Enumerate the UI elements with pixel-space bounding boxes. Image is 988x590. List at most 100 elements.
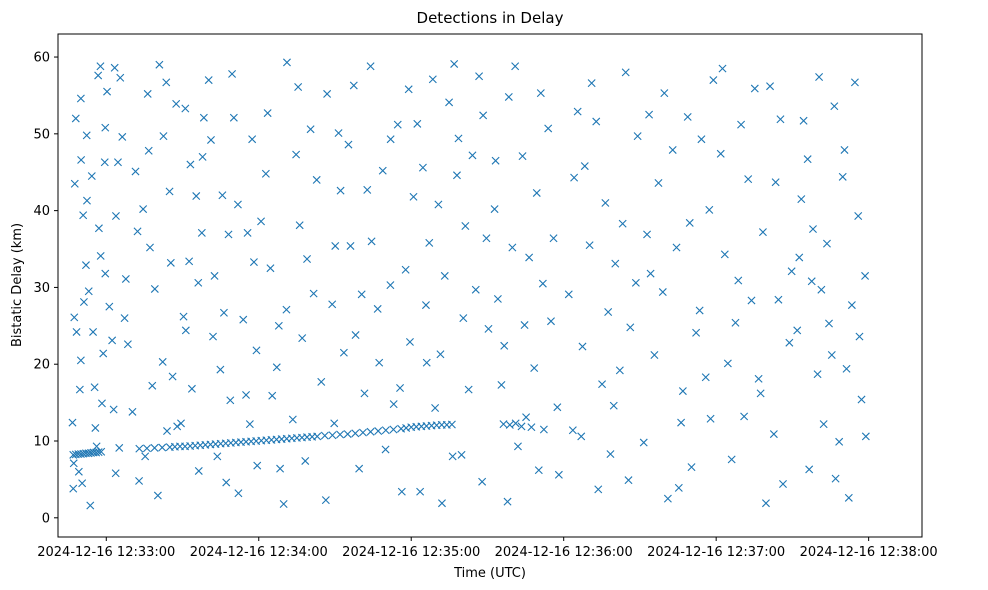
clutter-point [668, 145, 677, 154]
clutter-point [357, 290, 366, 299]
clutter-point [650, 351, 659, 359]
clutter-point [194, 278, 203, 287]
y-tick-label: 0 [42, 511, 50, 526]
clutter-point [658, 288, 667, 297]
clutter-point [72, 327, 81, 336]
clutter-point [532, 188, 541, 197]
clutter-point [69, 484, 78, 493]
clutter-point [861, 432, 870, 441]
clutter-point [525, 253, 534, 262]
clutter-point [618, 219, 627, 228]
clutter-point [530, 364, 539, 373]
track-point [336, 430, 345, 439]
clutter-point [461, 221, 470, 230]
clutter-point [111, 212, 120, 220]
clutter-point [78, 479, 87, 488]
clutter-point [389, 400, 398, 409]
clutter-point [577, 432, 586, 441]
clutter-point [373, 304, 382, 313]
clutter-point [75, 385, 84, 394]
clutter-point [81, 261, 90, 270]
clutter-point [375, 358, 384, 367]
clutter-point [499, 420, 508, 429]
clutter-point [331, 241, 340, 250]
clutter-point [706, 414, 715, 423]
clutter-point [153, 491, 162, 500]
clutter-point [793, 326, 802, 335]
clutter-point [534, 466, 543, 475]
track-point [366, 427, 375, 436]
track-point [447, 420, 456, 429]
clutter-point [355, 464, 364, 473]
clutter-point [842, 364, 851, 373]
clutter-point [437, 499, 446, 508]
clutter-point [330, 419, 339, 428]
clutter-point [210, 271, 219, 280]
clutter-point [218, 191, 227, 200]
clutter-point [564, 290, 573, 299]
clutter-point [166, 258, 175, 267]
clutter-point [346, 241, 355, 250]
clutter-point [229, 113, 238, 122]
clutter-point [363, 185, 372, 194]
clutter-point [604, 308, 613, 316]
clutter-point [740, 412, 749, 421]
clutter-point [268, 391, 277, 400]
clutter-point [92, 442, 101, 451]
clutter-point [206, 135, 215, 144]
clutter-point [105, 302, 114, 311]
clutter-point [99, 349, 108, 358]
clutter-point [639, 438, 648, 447]
clutter-point [568, 426, 577, 435]
clutter-point [799, 116, 808, 125]
clutter-point [448, 452, 457, 461]
clutter-point [776, 115, 785, 124]
clutter-point [103, 87, 112, 96]
clutter-point [222, 478, 231, 487]
clutter-point [508, 243, 517, 252]
clutter-point [795, 253, 804, 262]
track-point [313, 432, 322, 441]
clutter-point [479, 111, 488, 120]
clutter-point [199, 113, 208, 122]
clutter-point [242, 390, 251, 399]
clutter-point [727, 455, 736, 464]
clutter-point [808, 225, 817, 234]
clutter-point [570, 173, 579, 182]
clutter-point [538, 279, 547, 288]
y-tick-label: 30 [33, 281, 50, 296]
clutter-point [774, 295, 783, 304]
clutter-point [328, 300, 337, 309]
y-tick-label: 60 [33, 51, 50, 66]
clutter-point [857, 395, 866, 404]
clutter-point [120, 314, 129, 323]
clutter-point [838, 172, 847, 181]
x-tick-label: 2024-12-16 12:34:00 [190, 545, 328, 560]
plot-frame [57, 33, 923, 538]
clutter-point [493, 294, 502, 303]
clutter-point [779, 480, 787, 489]
clutter-point [478, 477, 487, 486]
clutter-point [468, 151, 477, 160]
clutter-point [301, 456, 310, 465]
clutter-point [378, 166, 387, 175]
clutter-point [737, 120, 746, 129]
clutter-point [401, 265, 410, 274]
clutter-point [292, 150, 301, 159]
clutter-point [110, 63, 119, 72]
clutter-point [723, 359, 732, 368]
track-point [389, 425, 398, 434]
clutter-point [598, 380, 607, 389]
clutter-point [306, 125, 315, 134]
clutter-point [91, 423, 100, 432]
clutter-point [141, 452, 150, 461]
clutter-point [86, 501, 95, 510]
clutter-point [631, 278, 640, 287]
axis-ticks: 2024-12-16 12:33:00 2024-12-16 12:34:00 20… [33, 51, 937, 560]
clutter-point [90, 383, 99, 392]
data-points [68, 58, 870, 510]
clutter-point [135, 476, 144, 485]
clutter-point [484, 324, 493, 333]
y-tick-label: 40 [33, 204, 50, 219]
clutter-point [162, 78, 171, 87]
